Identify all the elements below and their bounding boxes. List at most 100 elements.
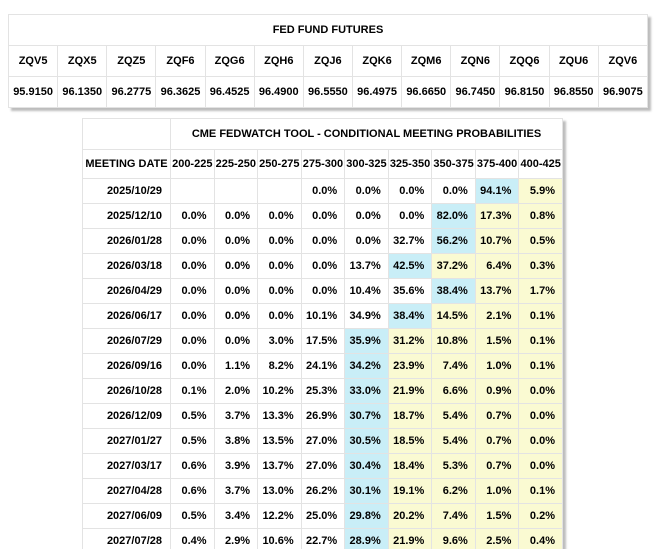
probability-cell: 17.3% <box>474 203 520 229</box>
probability-cell: 1.5% <box>474 503 520 529</box>
rate-range-column-header: 275-300 <box>300 149 346 179</box>
probability-cell: 94.1% <box>474 178 520 204</box>
probability-cell: 27.0% <box>300 453 346 479</box>
probability-cell: 7.4% <box>431 503 476 529</box>
probability-cell: 0.0% <box>344 228 389 254</box>
probability-cell: 0.0% <box>344 203 389 229</box>
futures-price-cell: 96.7450 <box>450 76 501 108</box>
meeting-date-cell: 2026/06/17 <box>82 303 171 329</box>
probability-cell: 0.6% <box>170 453 215 479</box>
probability-cell: 18.7% <box>387 403 433 429</box>
futures-column-header: ZQZ5 <box>106 45 157 77</box>
probability-cell: 10.1% <box>300 303 346 329</box>
probability-cell: 13.7% <box>257 453 302 479</box>
futures-price-cell: 96.2775 <box>106 76 157 108</box>
probability-cell: 38.4% <box>431 278 476 304</box>
probability-cell: 0.1% <box>518 303 563 329</box>
meeting-date-cell: 2026/12/09 <box>82 403 171 429</box>
futures-column-header: ZQJ6 <box>302 45 353 77</box>
probability-cell: 17.5% <box>300 328 346 354</box>
probability-cell: 0.0% <box>213 203 259 229</box>
meeting-date-column-header: MEETING DATE <box>82 149 171 179</box>
table-row: 2026/04/29 0.0% 0.0% 0.0% 0.0% 10.4% 35.6% 38.4… <box>82 278 563 304</box>
probability-cell: 82.0% <box>431 203 476 229</box>
probability-cell: 0.0% <box>257 253 302 279</box>
probability-cell: 0.0% <box>170 203 215 229</box>
probability-cell: 10.4% <box>344 278 389 304</box>
meeting-date-cell: 2025/12/10 <box>82 203 171 229</box>
futures-column-header: ZQQ6 <box>499 45 550 77</box>
probability-cell: 21.9% <box>387 378 433 404</box>
probability-cell: 0.7% <box>474 428 520 454</box>
futures-column-header: ZQV5 <box>7 45 59 77</box>
probability-cell: 19.1% <box>387 478 433 504</box>
futures-column-header: ZQK6 <box>351 45 403 77</box>
probability-cell: 0.5% <box>170 428 215 454</box>
probability-cell: 21.9% <box>387 528 433 549</box>
futures-price-cell: 96.9075 <box>597 76 649 108</box>
probability-cell: 28.9% <box>344 528 389 549</box>
probability-cell: 0.0% <box>518 378 563 404</box>
probability-cell: 0.0% <box>344 178 389 204</box>
table-row: 2026/12/09 0.5% 3.7% 13.3% 26.9% 30.7% 18.7% 5.… <box>82 403 563 429</box>
probability-cell: 26.2% <box>300 478 346 504</box>
futures-column-header: ZQF6 <box>155 45 206 77</box>
probability-cell: 18.4% <box>387 453 433 479</box>
futures-price-cell: 96.4525 <box>204 76 255 108</box>
futures-column-header: ZQG6 <box>204 45 255 77</box>
futures-price-cell: 96.4975 <box>351 76 403 108</box>
probability-cell: 2.0% <box>213 378 259 404</box>
table-row: 2027/06/09 0.5% 3.4% 12.2% 25.0% 29.8% 20.2% 7.… <box>82 503 563 529</box>
probability-cell: 23.9% <box>387 353 433 379</box>
rate-range-column-header: 375-400 <box>474 149 520 179</box>
probability-cell: 0.6% <box>170 478 215 504</box>
probability-cell: 6.6% <box>431 378 476 404</box>
fedwatch-table: CME FEDWATCH TOOL - CONDITIONAL MEETING … <box>82 118 563 549</box>
probability-cell: 13.7% <box>474 278 520 304</box>
probability-cell: 1.7% <box>518 278 563 304</box>
rate-range-column-header: 250-275 <box>257 149 302 179</box>
probability-cell: 7.4% <box>431 353 476 379</box>
meeting-date-cell: 2027/07/28 <box>82 528 171 549</box>
probability-cell: 0.0% <box>170 228 215 254</box>
probability-cell: 18.5% <box>387 428 433 454</box>
meeting-date-cell: 2026/04/29 <box>82 278 171 304</box>
probability-cell: 1.0% <box>474 478 520 504</box>
rate-range-column-header: 400-425 <box>518 149 563 179</box>
probability-cell: 1.1% <box>213 353 259 379</box>
probability-cell <box>257 178 302 204</box>
probability-cell: 5.4% <box>431 428 476 454</box>
futures-price-cell: 96.8550 <box>548 76 599 108</box>
rate-range-column-header: 325-350 <box>387 149 433 179</box>
probability-cell: 3.7% <box>213 403 259 429</box>
meeting-date-cell: 2026/07/29 <box>82 328 171 354</box>
probability-cell: 0.1% <box>518 478 563 504</box>
probability-cell: 29.8% <box>344 503 389 529</box>
meeting-date-cell: 2026/03/18 <box>82 253 171 279</box>
probability-cell: 0.0% <box>257 303 302 329</box>
probability-cell: 1.5% <box>474 328 520 354</box>
probability-cell: 0.0% <box>170 303 215 329</box>
table-row: 2027/01/27 0.5% 3.8% 13.5% 27.0% 30.5% 18.5% 5.… <box>82 428 563 454</box>
table-row: 2025/12/10 0.0% 0.0% 0.0% 0.0% 0.0% 0.0% 82.0% 1… <box>82 203 563 229</box>
probability-cell: 34.2% <box>344 353 389 379</box>
probability-cell: 9.6% <box>431 528 476 549</box>
probability-cell: 0.5% <box>518 228 563 254</box>
rate-range-column-header: 350-375 <box>431 149 476 179</box>
probability-cell: 33.0% <box>344 378 389 404</box>
probability-cell: 3.8% <box>213 428 259 454</box>
probability-cell: 13.3% <box>257 403 302 429</box>
table-row: 2026/01/28 0.0% 0.0% 0.0% 0.0% 0.0% 32.7% 56.2%… <box>82 228 563 254</box>
probability-cell <box>213 178 259 204</box>
probability-cell: 6.4% <box>474 253 520 279</box>
probability-cell: 0.9% <box>474 378 520 404</box>
futures-price-cell: 96.5550 <box>302 76 353 108</box>
probability-cell: 13.0% <box>257 478 302 504</box>
probability-cell: 0.0% <box>257 278 302 304</box>
probability-cell: 0.8% <box>518 203 563 229</box>
probability-cell: 0.0% <box>170 328 215 354</box>
probability-cell: 14.5% <box>431 303 476 329</box>
probability-cell: 32.7% <box>387 228 433 254</box>
probability-cell: 27.0% <box>300 428 346 454</box>
probability-cell: 10.2% <box>257 378 302 404</box>
